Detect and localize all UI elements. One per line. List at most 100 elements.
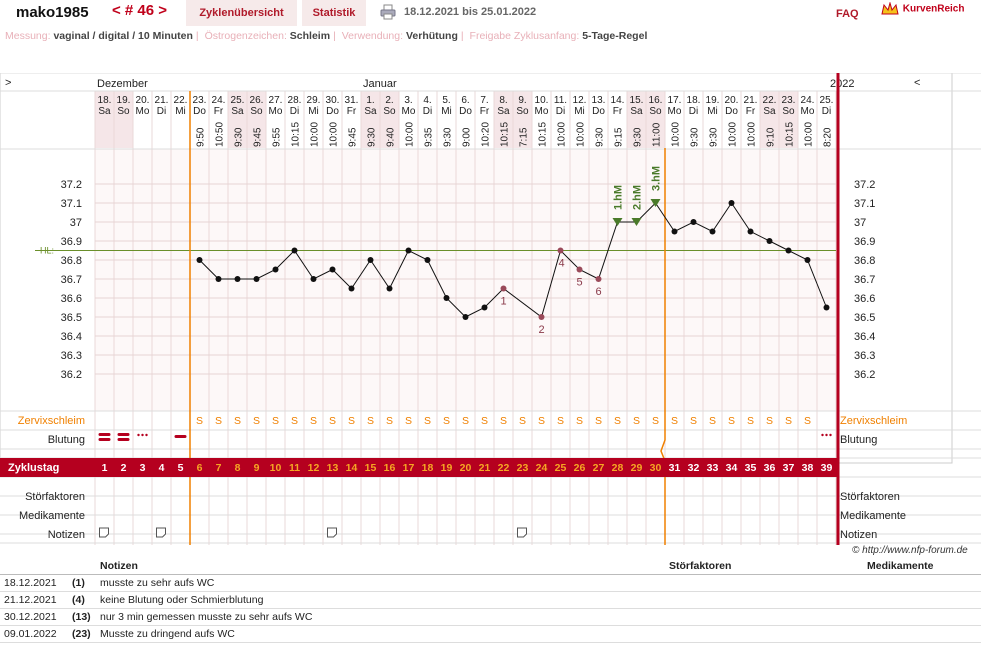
bleeding-light (137, 433, 140, 437)
time-label: 10:00 (576, 122, 587, 147)
temperature-point (196, 257, 203, 263)
weekend-shade (380, 91, 399, 148)
zervix-mark: S (272, 415, 279, 427)
date-label: 20. (725, 95, 739, 106)
username: mako1985 (16, 4, 89, 21)
cycle-day-number: 28 (612, 462, 624, 474)
temperature-point (348, 285, 355, 292)
point-label: 4 (558, 258, 564, 270)
temperature-point (538, 314, 545, 320)
time-label: 9:30 (443, 127, 454, 147)
weekday-label: Mi (441, 106, 452, 117)
zervix-mark: S (785, 415, 792, 427)
y-tick-label: 36.4 (61, 331, 82, 343)
cycle-day-number: 18 (422, 462, 434, 474)
verwendung-value: Verhütung (405, 30, 458, 42)
zyklustag-band (0, 458, 837, 477)
temperature-point (500, 285, 507, 292)
bleeding-light (825, 433, 828, 437)
bleeding-light (829, 433, 832, 437)
cycle-day-number: 17 (403, 462, 415, 474)
date-label: 6. (461, 95, 469, 106)
zervix-mark: S (234, 415, 241, 427)
bleeding-heavy (117, 438, 130, 441)
y-tick-label: 37 (70, 217, 82, 229)
ovulation-line-break (660, 430, 666, 545)
weekend-shade (779, 91, 798, 148)
y-tick-label-right: 37.2 (854, 179, 875, 191)
higher-measurement-marker (612, 218, 623, 226)
temperature-point (576, 266, 583, 273)
weekday-label: Do (725, 106, 738, 117)
zervix-mark: S (747, 415, 754, 427)
cycle-day-number: 33 (707, 462, 719, 474)
cycle-day-number: 21 (479, 462, 491, 474)
faq-link[interactable]: FAQ (836, 8, 859, 20)
print-icon[interactable] (380, 4, 396, 20)
cycle-day-number: 39 (821, 462, 833, 474)
temperature-point (766, 238, 773, 244)
point-label: 2 (538, 324, 544, 336)
weekday-label: Mi (175, 106, 186, 117)
time-label: 9:30 (633, 127, 644, 147)
bleeding-heavy (117, 433, 130, 436)
freigabe-label: Freigabe Zyklusanfang: (469, 30, 580, 42)
zervix-mark: S (728, 415, 735, 427)
weekday-label: Mo (269, 106, 283, 117)
zervix-mark: S (652, 415, 659, 427)
date-label: 12. (573, 95, 587, 106)
higher-measurement-marker (631, 218, 642, 226)
tab-cycle-overview[interactable]: Zyklenübersicht (186, 0, 297, 26)
note-day: (1) (68, 574, 96, 592)
point-label: 6 (595, 286, 601, 298)
month-label: 2022 (830, 78, 854, 90)
time-label: 10:00 (329, 122, 340, 147)
messung-value: vaginal / digital / 10 Minuten (53, 30, 193, 42)
zervix-mark: S (348, 415, 355, 427)
y-tick-label-right: 36.3 (854, 350, 875, 362)
cycle-day-number: 5 (178, 462, 184, 474)
cycle-day-number: 6 (197, 462, 203, 474)
date-label: 23. (782, 95, 796, 106)
chart-nav-right: < (914, 77, 920, 89)
time-label: 10:15 (538, 122, 549, 147)
zervix-mark: S (196, 415, 203, 427)
date-label: 15. (630, 95, 644, 106)
date-label: 3. (404, 95, 412, 106)
time-label: 9:45 (253, 127, 264, 147)
cycle-navigation[interactable]: < # 46 > (112, 2, 168, 19)
weekday-label: Di (290, 106, 299, 117)
temperature-point (747, 228, 754, 235)
temperature-point (785, 247, 792, 254)
hm-label: 1.hM (613, 185, 625, 210)
time-label: 9:30 (367, 127, 378, 147)
y-tick-label-right: 36.5 (854, 312, 875, 324)
weekday-label: So (782, 106, 795, 117)
credit-text: © http://www.nfp-forum.de (852, 545, 968, 556)
notes-header-notizen: Notizen (96, 558, 665, 575)
bleeding-medium (174, 435, 187, 438)
zervix-mark: S (253, 415, 260, 427)
weekday-label: Sa (98, 106, 111, 117)
weekday-label: Mi (574, 106, 585, 117)
y-tick-label-right: 37 (854, 217, 866, 229)
row-label-zervix-right: Zervixschleim (840, 415, 907, 427)
cycle-day-number: 26 (574, 462, 586, 474)
notes-header-medi: Medikamente (863, 558, 981, 575)
time-label: 9:35 (424, 127, 435, 147)
tab-statistics[interactable]: Statistik (302, 0, 366, 26)
time-label: 10:50 (215, 122, 226, 147)
date-label: 18. (98, 95, 112, 106)
brand-logo[interactable]: KurvenReich (880, 1, 964, 16)
weekend-shade (228, 91, 247, 148)
weekday-label: Do (193, 106, 206, 117)
temperature-point (595, 276, 602, 282)
cycle-day-number: 14 (346, 462, 358, 474)
cycle-day-number: 9 (254, 462, 260, 474)
zervix-mark: S (633, 415, 640, 427)
weekend-shade (627, 91, 646, 148)
y-tick-label: 36.2 (61, 369, 82, 381)
time-label: 9:15 (614, 127, 625, 147)
note-text: nur 3 min gemessen musste zu sehr aufs W… (96, 608, 665, 626)
